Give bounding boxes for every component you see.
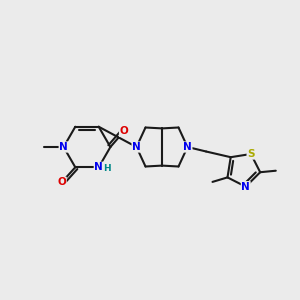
Text: N: N [241, 182, 250, 192]
Text: N: N [132, 142, 141, 152]
Text: O: O [57, 177, 66, 187]
Text: S: S [247, 149, 255, 159]
Text: N: N [183, 142, 192, 152]
Text: O: O [119, 126, 128, 136]
Text: N: N [94, 162, 103, 172]
Text: H: H [103, 164, 111, 173]
Text: N: N [59, 142, 68, 152]
